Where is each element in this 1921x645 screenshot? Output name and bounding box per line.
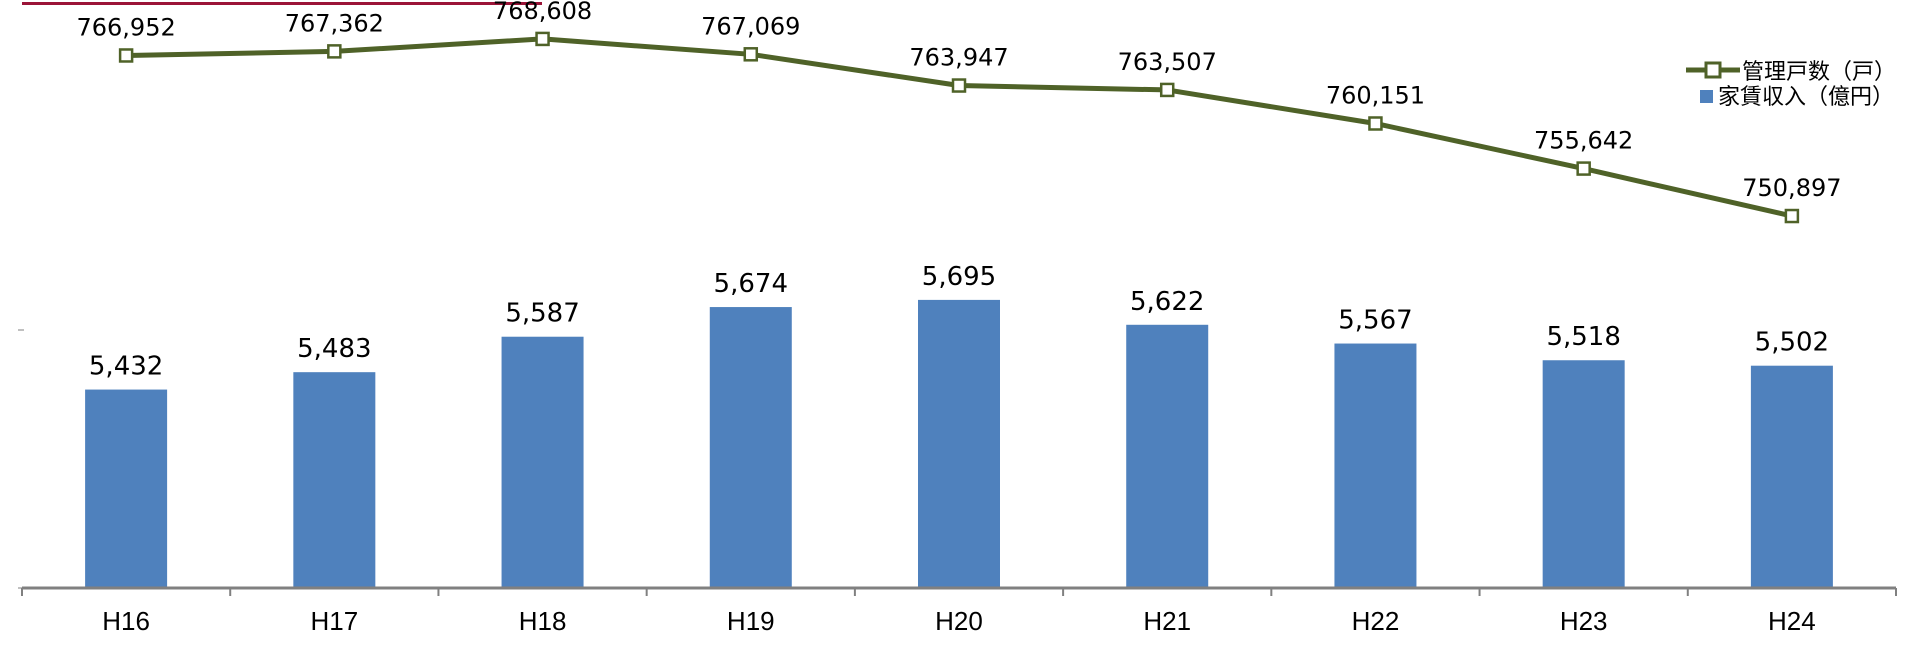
bar-label-H22: 5,567 [1338,306,1412,336]
bar-label-H24: 5,502 [1755,328,1829,358]
bar-H21 [1126,324,1209,588]
line-series [118,31,1800,224]
x-tick-label-H24: H24 [1768,606,1816,636]
bar-H22 [1334,343,1417,588]
line-label-H17: 767,362 [285,9,384,37]
legend-bar-swatch [1700,90,1713,103]
line-marker-H16 [118,48,134,63]
bar-label-H23: 5,518 [1546,322,1620,352]
bar-H19 [709,307,792,588]
line-label-H23: 755,642 [1534,127,1633,155]
line-marker-H18 [535,31,550,47]
bar-label-H21: 5,622 [1130,287,1204,317]
x-tick-label-H18: H18 [519,606,567,636]
bar-label-H18: 5,587 [505,299,579,329]
x-tick-label-H22: H22 [1352,606,1400,636]
line-label-H16: 766,952 [76,13,175,41]
bar-label-H20: 5,695 [922,262,996,292]
line-marker-H21 [1159,82,1175,98]
line-label-H22: 760,151 [1326,81,1425,109]
line-label-H21: 763,507 [1118,48,1217,76]
bar-label-H17: 5,483 [297,334,371,364]
bar-label-H16: 5,432 [89,352,163,382]
x-tick-label-H23: H23 [1560,606,1608,636]
x-tick-label-H20: H20 [935,606,983,636]
x-tick-label-H19: H19 [727,606,775,636]
bar-series [85,299,1833,588]
line-label-H19: 767,069 [701,12,800,40]
line-label-H18: 768,608 [493,0,592,25]
title-underline [22,2,542,5]
legend: 管理戸数（戸） 家賃収入（億円） [1686,60,1896,110]
line-marker-H24 [1784,208,1800,224]
line-label-H24: 750,897 [1742,174,1841,202]
bar-data-labels: 5,432 5,483 5,587 5,674 5,695 5,622 5,567 5,518… [89,262,1829,382]
bar-H24 [1750,365,1833,588]
line-marker-H17 [327,44,342,59]
line-marker-H20 [951,78,967,93]
line-marker-H23 [1576,161,1591,176]
x-tick-label-H16: H16 [102,606,150,636]
legend-bar-label: 家賃収入（億円） [1718,85,1894,110]
x-tick-label-H17: H17 [310,606,358,636]
x-tick-label-H21: H21 [1143,606,1191,636]
bar-H16 [85,389,168,588]
line-marker-H19 [743,47,759,62]
bar-H20 [918,299,1000,588]
bar-H23 [1542,360,1625,588]
bar-H18 [501,336,584,588]
x-axis: H16 H17 H18 H19 H20 H21 H22 H23 H24 [18,329,1897,636]
legend-line-marker [1704,61,1722,79]
line-marker-H22 [1368,116,1383,131]
legend-line-label: 管理戸数（戸） [1742,60,1896,85]
bar-H17 [293,372,376,588]
line-label-H20: 763,947 [909,44,1008,72]
bar-label-H19: 5,674 [714,269,788,299]
line-data-labels: 766,952 767,362 768,608 767,069 763,947 763,5… [76,0,1841,202]
